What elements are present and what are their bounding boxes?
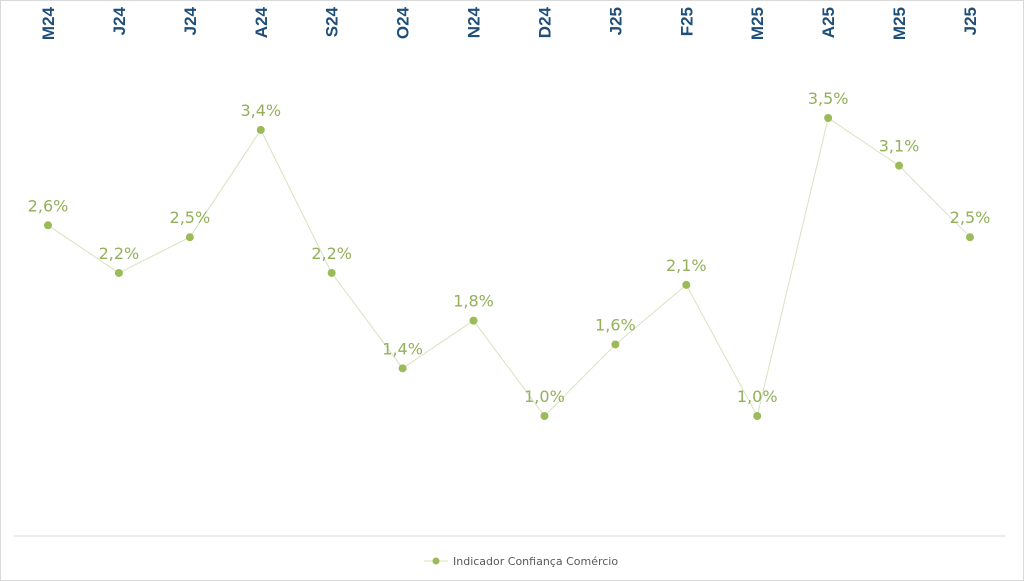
x-tick-label: M24: [39, 6, 58, 40]
x-tick-label: M25: [748, 7, 767, 40]
data-point: [327, 268, 336, 277]
data-point: [611, 340, 620, 349]
data-point: [682, 280, 691, 289]
series-points: [44, 114, 974, 420]
data-point: [966, 233, 974, 242]
x-tick-label: J24: [110, 6, 129, 35]
data-label: 2,5%: [170, 208, 211, 227]
data-point: [895, 161, 904, 170]
data-point: [824, 114, 833, 122]
x-tick-label: M25: [890, 7, 909, 40]
data-label: 1,0%: [524, 387, 565, 406]
data-label: 1,4%: [382, 339, 423, 358]
data-label: 2,2%: [311, 244, 352, 263]
data-point: [753, 412, 762, 420]
data-label: 2,2%: [99, 244, 140, 263]
series-line-indicador-confianca-comercio: [47, 117, 971, 418]
x-tick-label: N24: [465, 6, 484, 38]
x-tick-label: A24: [252, 6, 271, 38]
x-tick-label: D24: [535, 6, 554, 38]
data-point: [44, 221, 52, 230]
data-label: 1,0%: [737, 387, 778, 406]
x-tick-label: J25: [606, 7, 625, 35]
x-tick-label: A25: [819, 7, 838, 38]
x-tick-label: O24: [394, 6, 413, 39]
data-label: 2,1%: [666, 256, 707, 275]
data-point: [540, 412, 549, 420]
data-label: 3,5%: [808, 89, 849, 108]
data-label: 3,1%: [879, 137, 920, 156]
data-label: 1,8%: [453, 292, 494, 311]
legend-label: Indicador Confiança Comércio: [453, 555, 618, 568]
x-tick-label: F25: [677, 7, 696, 36]
data-labels: 2,6% 2,2% 2,5% 3,4% 2,2% 1,4% 1,8% 1,0% 1,6% 2,1%…: [28, 89, 991, 406]
data-label: 2,6%: [28, 196, 69, 215]
x-axis-tick-labels: M24 J24 J24 A24 S24 O24 N24 D24 J25 F25 M25 A25 M25 J…: [39, 6, 980, 40]
x-tick-label: J25: [961, 7, 980, 35]
data-point: [185, 233, 194, 242]
data-point: [256, 125, 265, 134]
data-point: [398, 364, 407, 373]
data-label: 1,6%: [595, 315, 636, 334]
legend-marker: [432, 557, 440, 565]
x-tick-label: J24: [181, 6, 200, 35]
legend: Indicador Confiança Comércio: [424, 555, 618, 568]
data-label: 2,5%: [950, 208, 991, 227]
x-tick-label: S24: [323, 6, 342, 37]
data-point: [469, 316, 478, 325]
data-point: [114, 268, 123, 277]
data-label: 3,4%: [240, 101, 281, 120]
